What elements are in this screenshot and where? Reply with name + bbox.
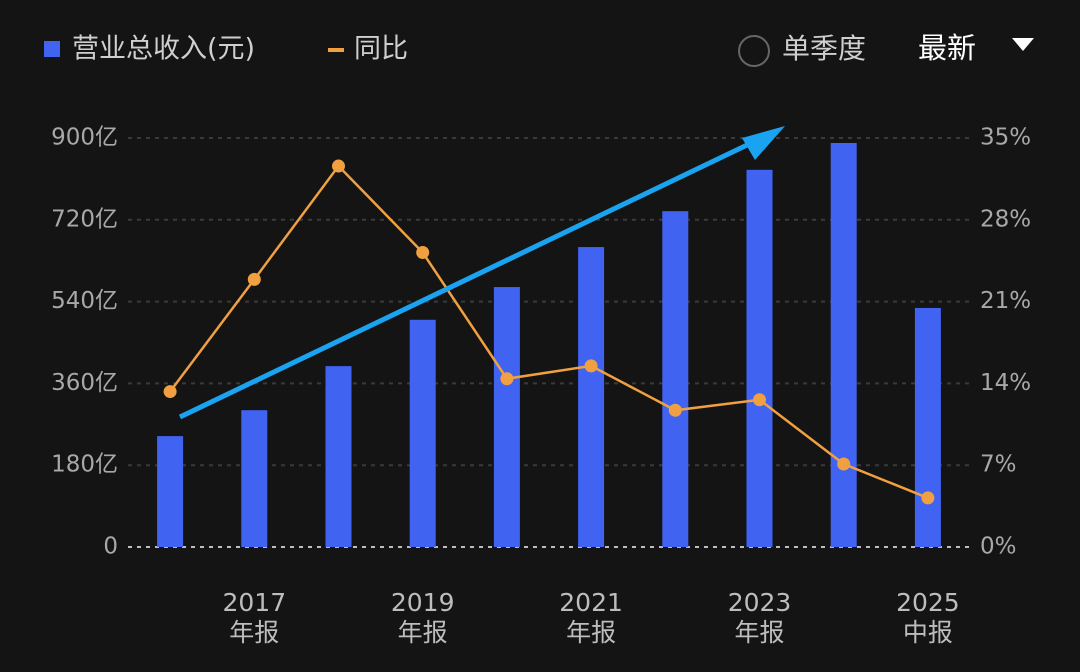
trend-arrow [178, 131, 772, 420]
bar [493, 287, 520, 547]
quarterly-toggle[interactable]: 单季度 [782, 32, 866, 65]
legend-swatch-line [328, 48, 344, 52]
legend-label[interactable]: 同比 [354, 34, 408, 65]
line-point [416, 246, 430, 260]
line [169, 164, 929, 500]
legend-label[interactable]: 营业总收入(元) [72, 34, 255, 65]
y2-tick-label: 28% [980, 206, 1031, 232]
y-tick-label: 360亿 [51, 370, 118, 396]
y2-tick-label: 35% [980, 125, 1031, 151]
bar [914, 307, 941, 547]
radio[interactable] [738, 35, 770, 67]
line-point [837, 457, 851, 471]
line-point [584, 359, 598, 373]
legend-swatch-bar [44, 41, 60, 57]
y2-tick-label: 14% [980, 370, 1031, 396]
line-point [500, 372, 514, 386]
line-point [332, 159, 345, 173]
y2-tick-label: 21% [980, 288, 1031, 314]
bar [746, 169, 773, 548]
bar [157, 436, 184, 547]
line-point [668, 403, 682, 417]
line-point [921, 491, 935, 505]
x-tick-label: 2023 年报 [727, 588, 792, 647]
y2-tick-label: 0% [980, 534, 1017, 560]
trend-arrow-head [742, 126, 785, 160]
x-tick-label: 2017 年报 [222, 588, 287, 647]
bar [325, 366, 352, 547]
line-point [247, 272, 261, 286]
x-tick-label: 2021 年报 [559, 588, 623, 647]
y-tick-label: 180亿 [51, 452, 118, 478]
x-tick-label: 2025 中报 [896, 588, 960, 647]
bar [409, 319, 436, 547]
x-tick-label: 2019 年报 [390, 588, 455, 647]
period-select[interactable]: 最新 [918, 31, 976, 65]
bar [830, 142, 857, 547]
y-tick-label: 720亿 [51, 206, 118, 232]
plot: 0 180亿 360亿 540亿 720亿 900亿 0% 7% 14% 21% 28% 35% [51, 125, 1031, 560]
line-point [753, 393, 766, 407]
dropdown-arrow[interactable] [1012, 38, 1034, 51]
line-point [163, 385, 177, 399]
y2-tick-label: 7% [980, 452, 1017, 478]
bar [662, 211, 689, 547]
y-tick-label: 540亿 [51, 288, 118, 314]
bar [241, 410, 268, 547]
y-tick-label: 900亿 [51, 125, 118, 151]
y-tick-label: 0 [103, 534, 118, 560]
bar [578, 247, 605, 548]
